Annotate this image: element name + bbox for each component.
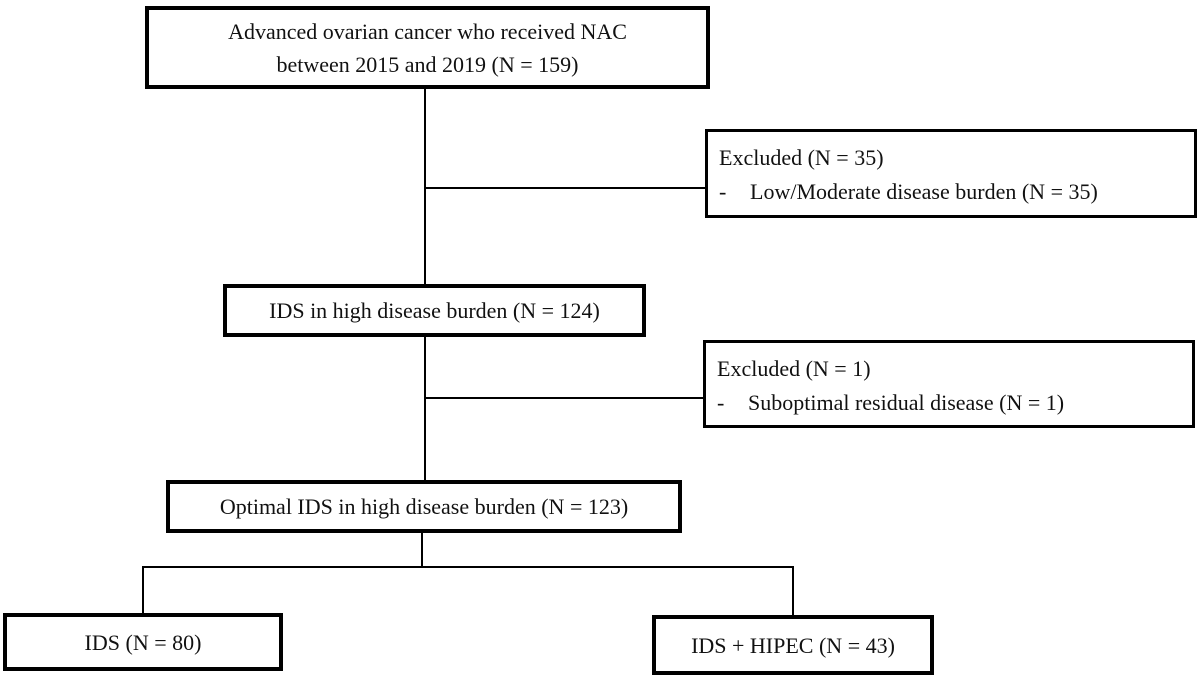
node-ids-high-burden: IDS in high disease burden (N = 124) — [223, 284, 646, 337]
node-optimal-ids-high-burden: Optimal IDS in high disease burden (N = … — [166, 480, 682, 533]
node-advanced-ovarian-cancer: Advanced ovarian cancer who received NAC… — [145, 6, 710, 89]
excluded-1-bullet: - — [719, 179, 727, 204]
excluded-2-title: Excluded (N = 1) — [717, 356, 871, 381]
excluded-2-bullet: - — [717, 390, 725, 415]
node-ids-hipec-label: IDS + HIPEC (N = 43) — [691, 632, 895, 658]
excluded-1-title: Excluded (N = 35) — [719, 145, 884, 170]
excluded-1-item-row: - Low/Moderate disease burden (N = 35) — [719, 175, 1184, 209]
excluded-1-item: Low/Moderate disease burden (N = 35) — [750, 179, 1098, 204]
node-top-line2: between 2015 and 2019 (N = 159) — [276, 51, 579, 77]
node-ids-hipec: IDS + HIPEC (N = 43) — [652, 615, 934, 675]
connector-to-excluded-1 — [424, 187, 705, 189]
connector-top-to-ids — [424, 88, 426, 285]
excluded-2-item: Suboptimal residual disease (N = 1) — [748, 390, 1065, 415]
connector-branch-to-ids-hipec — [792, 566, 794, 616]
connector-optimal-to-branch — [421, 532, 423, 567]
node-optimal-label: Optimal IDS in high disease burden (N = … — [219, 494, 629, 519]
connector-to-excluded-2 — [424, 397, 703, 399]
node-top-line1: Advanced ovarian cancer who received NAC — [228, 18, 627, 44]
connector-ids-to-optimal — [424, 336, 426, 481]
node-ids-label: IDS in high disease burden (N = 124) — [269, 298, 600, 323]
node-excluded-low-moderate: Excluded (N = 35) - Low/Moderate disease… — [705, 129, 1197, 218]
excluded-2-item-row: - Suboptimal residual disease (N = 1) — [717, 386, 1182, 420]
node-ids-only: IDS (N = 80) — [3, 613, 283, 671]
node-ids-only-label: IDS (N = 80) — [84, 629, 202, 655]
connector-branch-horizontal — [142, 566, 794, 568]
connector-branch-to-ids-only — [142, 566, 144, 614]
node-excluded-suboptimal: Excluded (N = 1) - Suboptimal residual d… — [703, 340, 1195, 428]
